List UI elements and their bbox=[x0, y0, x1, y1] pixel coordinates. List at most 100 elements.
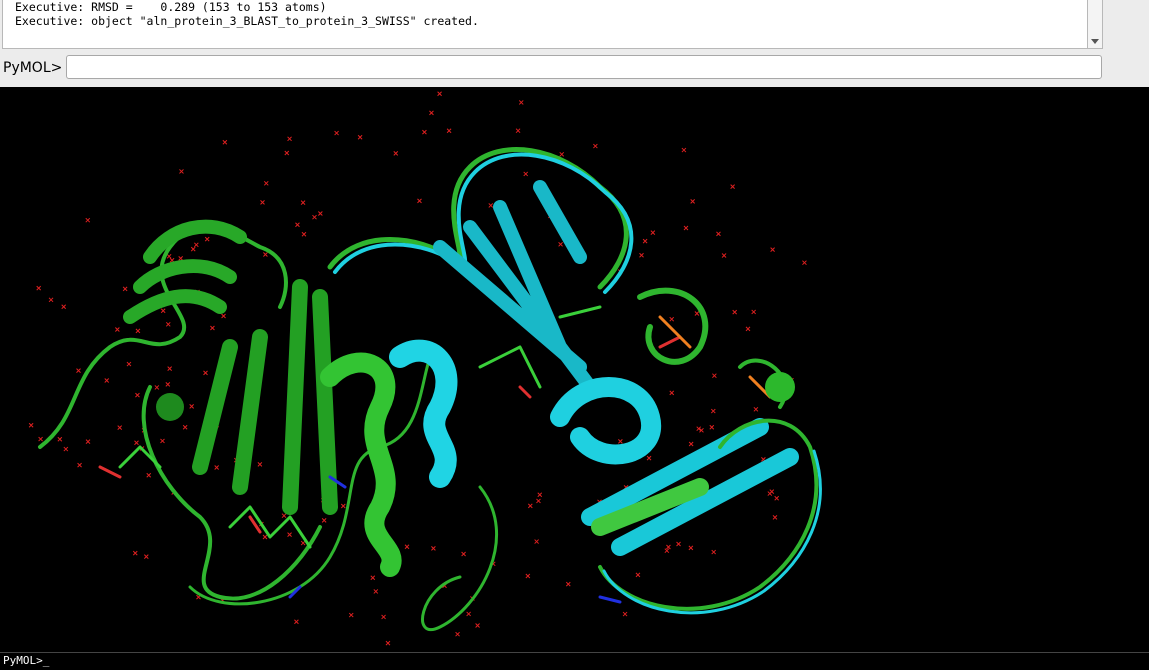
water bbox=[730, 184, 735, 189]
water bbox=[76, 368, 81, 373]
water bbox=[334, 130, 339, 136]
water bbox=[770, 247, 775, 252]
water bbox=[178, 255, 184, 261]
water bbox=[146, 472, 152, 478]
water bbox=[721, 253, 727, 258]
water bbox=[385, 640, 391, 646]
water bbox=[527, 503, 533, 509]
water bbox=[669, 316, 675, 322]
water bbox=[537, 492, 543, 498]
command-input[interactable] bbox=[66, 55, 1102, 79]
water bbox=[536, 498, 541, 504]
water bbox=[745, 326, 751, 332]
water bbox=[488, 203, 494, 208]
water bbox=[357, 134, 363, 140]
water bbox=[295, 222, 300, 228]
protein-render bbox=[28, 91, 822, 646]
water bbox=[284, 150, 290, 156]
water bbox=[126, 361, 132, 367]
water bbox=[193, 242, 199, 248]
water bbox=[204, 236, 210, 242]
water bbox=[696, 426, 702, 432]
water bbox=[36, 285, 42, 291]
scrollbar[interactable] bbox=[1087, 0, 1103, 49]
water bbox=[104, 378, 110, 383]
water bbox=[753, 406, 759, 412]
command-prompt: PyMOL> bbox=[3, 60, 63, 76]
water bbox=[203, 370, 208, 376]
water bbox=[77, 462, 82, 468]
water bbox=[676, 541, 681, 547]
water bbox=[534, 539, 539, 544]
water bbox=[431, 546, 436, 551]
water bbox=[558, 241, 563, 247]
water bbox=[132, 550, 138, 556]
water bbox=[312, 214, 317, 220]
water bbox=[622, 611, 628, 617]
water bbox=[160, 438, 165, 444]
water bbox=[179, 169, 184, 174]
water bbox=[257, 462, 263, 467]
water bbox=[189, 403, 195, 409]
water bbox=[287, 136, 292, 142]
water bbox=[134, 440, 139, 446]
water bbox=[38, 436, 43, 442]
water bbox=[263, 252, 268, 257]
water bbox=[417, 198, 422, 204]
water bbox=[57, 436, 63, 442]
water bbox=[475, 623, 480, 628]
water bbox=[650, 230, 656, 235]
water bbox=[712, 373, 717, 379]
water bbox=[114, 327, 120, 332]
water bbox=[263, 180, 269, 186]
water bbox=[690, 199, 696, 204]
water bbox=[683, 225, 689, 231]
water bbox=[317, 211, 323, 216]
output-line: Executive: RMSD = 0.289 (153 to 153 atom… bbox=[15, 0, 327, 14]
water bbox=[732, 309, 738, 315]
water bbox=[559, 151, 565, 157]
water bbox=[85, 217, 91, 223]
water bbox=[61, 304, 67, 310]
water bbox=[711, 549, 717, 555]
water bbox=[301, 231, 307, 237]
water bbox=[214, 465, 220, 470]
water bbox=[165, 382, 171, 387]
water bbox=[618, 439, 623, 444]
water bbox=[190, 246, 196, 252]
water bbox=[688, 545, 694, 551]
water bbox=[802, 260, 807, 266]
water bbox=[300, 540, 306, 546]
water bbox=[666, 544, 671, 550]
output-panel: Executive: RMSD = 0.289 (153 to 153 atom… bbox=[2, 0, 1088, 49]
water bbox=[455, 631, 460, 637]
water bbox=[593, 143, 598, 149]
water bbox=[348, 612, 354, 618]
water bbox=[422, 129, 427, 135]
water bbox=[769, 489, 775, 494]
molecule-viewer[interactable]: PyMOL>_ bbox=[0, 87, 1149, 670]
water bbox=[160, 308, 166, 314]
water bbox=[437, 91, 442, 97]
water bbox=[28, 422, 34, 428]
water bbox=[85, 439, 91, 444]
separator bbox=[0, 652, 1149, 653]
ion bbox=[156, 393, 184, 421]
water bbox=[300, 200, 306, 205]
water bbox=[446, 128, 452, 134]
ribbon bbox=[38, 147, 822, 631]
water bbox=[154, 385, 160, 390]
viewer-prompt: PyMOL>_ bbox=[3, 654, 50, 667]
water bbox=[525, 573, 531, 579]
water bbox=[642, 238, 648, 244]
water bbox=[221, 313, 226, 319]
water bbox=[694, 311, 700, 316]
ion bbox=[765, 372, 795, 402]
water bbox=[404, 544, 410, 550]
water bbox=[669, 390, 675, 396]
water bbox=[63, 446, 69, 452]
water bbox=[716, 231, 721, 237]
water bbox=[523, 171, 529, 177]
water bbox=[429, 110, 434, 116]
